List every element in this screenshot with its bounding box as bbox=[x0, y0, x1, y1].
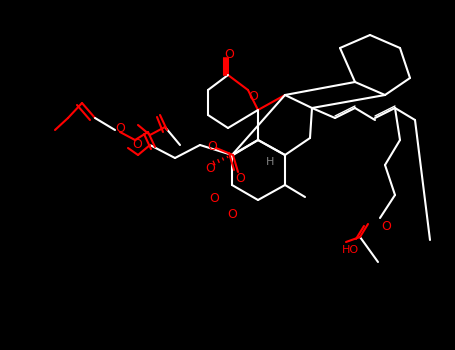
Text: O: O bbox=[207, 140, 217, 153]
Text: O: O bbox=[115, 121, 125, 134]
Text: O: O bbox=[132, 138, 142, 150]
Text: HO: HO bbox=[341, 245, 359, 255]
Text: O: O bbox=[209, 191, 219, 204]
Text: O: O bbox=[205, 162, 215, 175]
Text: O: O bbox=[235, 172, 245, 184]
Text: O: O bbox=[381, 220, 391, 233]
Text: O: O bbox=[227, 209, 237, 222]
Text: O: O bbox=[224, 49, 234, 62]
Text: H: H bbox=[266, 157, 274, 167]
Text: O: O bbox=[248, 90, 258, 103]
